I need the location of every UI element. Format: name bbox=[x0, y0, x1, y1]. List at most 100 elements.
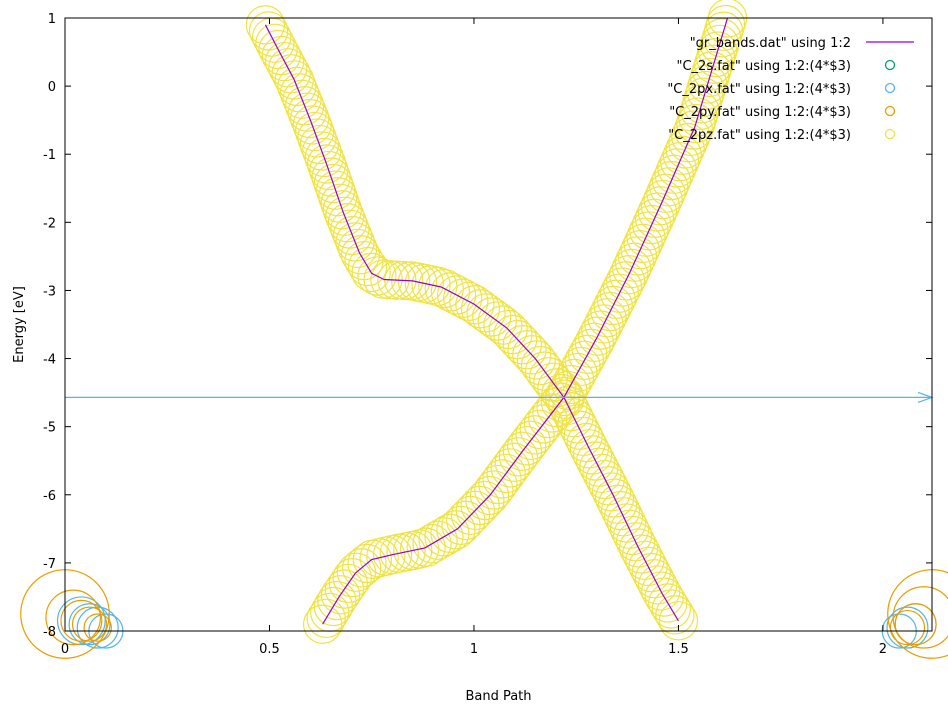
legend-circle-sample bbox=[884, 105, 896, 117]
c2pz-fat-point bbox=[406, 527, 446, 567]
legend-label: "C_2s.fat" using 1:2:(4*$3) bbox=[677, 59, 852, 74]
c2pz-fat-point bbox=[558, 352, 598, 393]
c2pz-fat-point bbox=[351, 252, 391, 293]
band-line bbox=[264, 24, 679, 622]
legend: "gr_bands.dat" using 1:2 "C_2s.fat" using… bbox=[667, 36, 914, 143]
c2pz-fat-point bbox=[502, 324, 543, 365]
c2pz-fat-point bbox=[641, 571, 681, 611]
fat-band-point bbox=[886, 606, 929, 649]
fat-band-point bbox=[83, 613, 112, 642]
c2pz-fat-point bbox=[418, 520, 458, 560]
fat-band-point bbox=[68, 603, 111, 646]
c2pz-fat-point bbox=[332, 558, 372, 598]
fat-band-point bbox=[894, 603, 937, 646]
c2pz-fat-point bbox=[245, 5, 286, 45]
c2pz-fat-point bbox=[634, 559, 675, 599]
c2pz-fat-point bbox=[625, 540, 665, 580]
fat-band-point bbox=[889, 609, 926, 646]
axis-ticks: 0 0.5 1 1.5 2 -8 -7 -6 -5 -4 -3 -2 -1 0 1 bbox=[43, 12, 932, 657]
c2pz-fat-point bbox=[478, 464, 518, 505]
c2pz-fat-point bbox=[690, 57, 730, 98]
c2pz-fat-point bbox=[384, 260, 424, 301]
c2pz-fat-point bbox=[561, 346, 601, 387]
c2pz-fat-point bbox=[699, 24, 740, 65]
c2pz-fat-point bbox=[436, 275, 477, 315]
c2pz-fat-point bbox=[512, 335, 552, 375]
c2pz-fat-point bbox=[655, 595, 695, 635]
c2pz-fat-point bbox=[524, 351, 565, 391]
c2pz-fat-point bbox=[258, 29, 298, 70]
c2pz-fat-point bbox=[644, 577, 684, 617]
fat-band-point bbox=[892, 586, 948, 649]
plot-frame bbox=[64, 17, 933, 632]
c2pz-fat-point bbox=[569, 429, 610, 469]
c2pz-fat-point bbox=[370, 260, 410, 300]
c2pz-fat-point bbox=[528, 357, 569, 397]
legend-label: "C_2pz.fat" using 1:2:(4*$3) bbox=[668, 128, 851, 143]
x-tick-label: 1.5 bbox=[668, 642, 689, 657]
c2pz-fat-point bbox=[507, 330, 547, 370]
c2pz-fat-point bbox=[486, 453, 526, 494]
c2pz-fat-point bbox=[515, 415, 555, 455]
c2pz-fat-point bbox=[678, 97, 718, 137]
c2pz-fat-point bbox=[507, 426, 547, 466]
c2pz-fat-point bbox=[482, 459, 522, 499]
c2pz-fat-point bbox=[357, 256, 397, 296]
legend-circle-sample bbox=[884, 59, 896, 71]
c2pz-fat-point bbox=[691, 51, 732, 91]
c2pz-fat-point bbox=[651, 589, 691, 629]
y-axis-label: Energy [eV] bbox=[12, 286, 27, 363]
c2pz-fat-point bbox=[648, 583, 688, 623]
c2pz-fat-point bbox=[548, 370, 588, 411]
fat-band-point bbox=[71, 606, 108, 642]
c2pz-fat-point bbox=[684, 77, 724, 117]
c2pz-fat-point bbox=[460, 289, 501, 329]
y-tick-label: -4 bbox=[43, 353, 56, 368]
c2pz-fat-point bbox=[631, 552, 671, 593]
fat-band-point bbox=[60, 599, 103, 642]
x-tick-label: 1 bbox=[470, 642, 478, 657]
c2pz-fat-point bbox=[686, 70, 726, 111]
c2pz-fat-point bbox=[516, 340, 557, 380]
c2pz-fat-point bbox=[465, 480, 505, 521]
legend-label: "gr_bands.dat" using 1:2 bbox=[690, 36, 851, 51]
c2pz-fat-point bbox=[551, 364, 591, 405]
c2pz-fat-point bbox=[658, 601, 699, 641]
c2pz-fat-point bbox=[541, 373, 581, 414]
c2pz-fat-point bbox=[490, 448, 530, 488]
fat-band-point bbox=[56, 596, 106, 646]
c2pz-fat-point bbox=[502, 431, 543, 471]
c2pz-fat-point bbox=[494, 442, 534, 482]
c2pz-fat-point bbox=[693, 44, 734, 84]
c2pz-fat-point bbox=[248, 11, 289, 51]
c2pz-fat-point bbox=[455, 285, 495, 325]
y-tick-label: -1 bbox=[43, 148, 56, 163]
y-tick-label: 1 bbox=[48, 12, 56, 27]
c2pz-fat-point bbox=[474, 470, 514, 510]
c2pz-fat-point bbox=[673, 110, 714, 150]
x-tick-label: 0.5 bbox=[259, 642, 280, 657]
fat-band-point bbox=[45, 589, 102, 646]
c2pz-fat-point bbox=[430, 272, 471, 312]
legend-label: "C_2py.fat" using 1:2:(4*$3) bbox=[669, 105, 851, 120]
x-tick-label: 0 bbox=[61, 642, 69, 657]
c2pz-fat-point bbox=[511, 420, 551, 460]
c2pz-fat-point bbox=[618, 528, 659, 568]
c2pz-fat-point bbox=[460, 485, 500, 526]
c2pz-fat-point bbox=[347, 246, 388, 287]
c2pz-fat-point bbox=[703, 11, 744, 51]
x-tick-label: 2 bbox=[879, 642, 887, 657]
c2pz-fat-point bbox=[255, 23, 295, 63]
c2pz-fat-point bbox=[544, 376, 585, 417]
c2pz-fat-point bbox=[680, 90, 720, 131]
y-tick-label: 0 bbox=[48, 80, 56, 95]
c2pz-fat-point bbox=[430, 513, 470, 553]
c2pz-fat-point bbox=[412, 524, 452, 564]
y-tick-label: -3 bbox=[43, 284, 56, 299]
c2pz-fat-point bbox=[519, 409, 559, 450]
y-tick-label: -7 bbox=[43, 557, 56, 572]
c2pz-fat-point bbox=[498, 437, 539, 477]
c2pz-fat-point bbox=[466, 293, 506, 333]
legend-circle-sample bbox=[884, 128, 896, 140]
legend-label: "C_2px.fat" using 1:2:(4*$3) bbox=[667, 82, 851, 97]
